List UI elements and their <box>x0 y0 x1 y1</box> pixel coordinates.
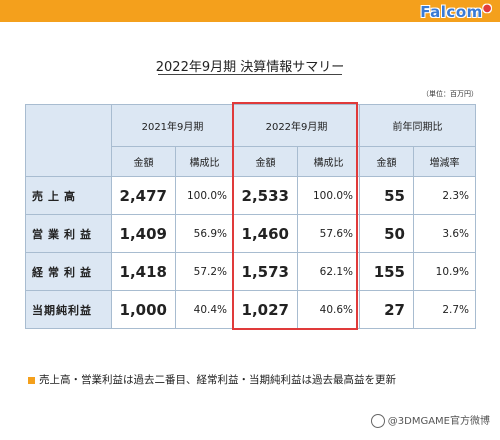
table-row: 経常利益 1,418 57.2% 1,573 62.1% 155 10.9% <box>25 252 476 291</box>
cell-value: 155 <box>359 252 414 291</box>
row-label: 当期純利益 <box>25 290 112 329</box>
cell-value: 2,477 <box>111 176 176 215</box>
table-row: 売上高 2,477 100.0% 2,533 100.0% 55 2.3% <box>25 176 476 215</box>
watermark: @3DMGAME官方微博 <box>370 412 490 428</box>
row-label: 経常利益 <box>25 252 112 291</box>
cell-value: 1,573 <box>233 252 298 291</box>
title-underline <box>158 74 342 75</box>
cell-value: 40.6% <box>297 290 360 329</box>
cell-value: 1,460 <box>233 214 298 253</box>
period-header-row: 2021年9月期 2022年9月期 前年同期比 <box>25 104 476 177</box>
subheader-ratio: 構成比 <box>175 146 234 177</box>
logo-dot-icon: ● <box>482 3 492 14</box>
cell-value: 40.4% <box>175 290 234 329</box>
cell-value: 55 <box>359 176 414 215</box>
period-yoy: 前年同期比 <box>359 104 476 147</box>
subheader-change: 増減率 <box>413 146 476 177</box>
bullet-icon <box>28 376 35 384</box>
subheader-amount: 金額 <box>359 146 414 177</box>
weibo-icon <box>370 414 385 428</box>
watermark-text: @3DMGAME官方微博 <box>387 416 490 427</box>
subheader-amount: 金額 <box>233 146 298 177</box>
row-label: 営業利益 <box>25 214 112 253</box>
summary-table: 2021年9月期 2022年9月期 前年同期比 金額 構成比 金額 構成比 金額… <box>25 104 476 329</box>
cell-value: 1,000 <box>111 290 176 329</box>
corner-cell <box>25 104 112 177</box>
period-2021: 2021年9月期 <box>111 104 234 147</box>
cell-value: 57.6% <box>297 214 360 253</box>
cell-value: 1,027 <box>233 290 298 329</box>
page-title: 2022年9月期 決算情報サマリー <box>155 60 345 75</box>
subheader-ratio: 構成比 <box>297 146 360 177</box>
cell-value: 3.6% <box>413 214 476 253</box>
cell-value: 57.2% <box>175 252 234 291</box>
cell-value: 62.1% <box>297 252 360 291</box>
cell-value: 50 <box>359 214 414 253</box>
cell-value: 27 <box>359 290 414 329</box>
falcom-logo: Falcom● <box>420 3 492 21</box>
row-label: 売上高 <box>25 176 112 215</box>
period-2022: 2022年9月期 <box>233 104 360 147</box>
table-row: 当期純利益 1,000 40.4% 1,027 40.6% 27 2.7% <box>25 290 476 329</box>
cell-value: 100.0% <box>175 176 234 215</box>
subheader-row: 金額 構成比 金額 構成比 金額 増減率 <box>26 146 476 177</box>
cell-value: 10.9% <box>413 252 476 291</box>
top-banner: Falcom● <box>0 0 500 22</box>
cell-value: 56.9% <box>175 214 234 253</box>
cell-value: 2.7% <box>413 290 476 329</box>
cell-value: 2.3% <box>413 176 476 215</box>
cell-value: 2,533 <box>233 176 298 215</box>
footnote-text: 売上高・営業利益は過去二番目、経常利益・当期純利益は過去最高益を更新 <box>39 374 396 386</box>
cell-value: 1,418 <box>111 252 176 291</box>
cell-value: 100.0% <box>297 176 360 215</box>
footnote: 売上高・営業利益は過去二番目、経常利益・当期純利益は過去最高益を更新 <box>28 372 396 387</box>
unit-note: （単位：百万円） <box>422 90 478 98</box>
table-row: 営業利益 1,409 56.9% 1,460 57.6% 50 3.6% <box>25 214 476 253</box>
subheader-amount: 金額 <box>111 146 176 177</box>
cell-value: 1,409 <box>111 214 176 253</box>
